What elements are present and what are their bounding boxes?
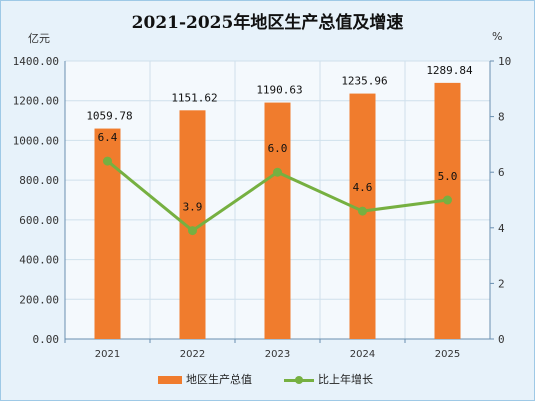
y-left-tick-label: 0.00 <box>33 333 60 346</box>
y-left-tick-label: 1200.00 <box>13 95 59 108</box>
bar <box>264 102 291 340</box>
y-left-tick-label: 600.00 <box>19 214 59 227</box>
legend-bar-label: 地区生产总值 <box>186 373 252 386</box>
right-axis-unit: % <box>492 30 503 43</box>
bar-value-label: 1059.78 <box>86 110 132 123</box>
legend-bar-swatch <box>158 376 182 384</box>
chart-title: 2021-2025年地区生产总值及增速 <box>131 13 404 33</box>
growth-value-label: 6.0 <box>268 142 288 155</box>
y-left-tick-label: 1400.00 <box>13 55 59 68</box>
y-right-tick-label: 6 <box>498 166 505 179</box>
bar <box>434 82 461 339</box>
legend-bar: 地区生产总值 <box>158 371 252 387</box>
y-left-tick-label: 400.00 <box>19 254 59 267</box>
y-right-tick-label: 0 <box>498 333 505 346</box>
bar-value-label: 1289.84 <box>426 64 473 77</box>
x-tick-label: 2024 <box>350 349 375 360</box>
bar-value-label: 1190.63 <box>256 84 302 97</box>
x-tick-label: 2025 <box>435 349 460 360</box>
growth-value-label: 4.6 <box>353 181 373 194</box>
growth-value-label: 5.0 <box>438 170 458 183</box>
x-tick-label: 2021 <box>95 349 120 360</box>
y-right-tick-label: 10 <box>498 55 511 68</box>
legend-line-label: 比上年增长 <box>318 373 373 386</box>
growth-point <box>188 226 197 236</box>
y-right-tick-label: 8 <box>498 111 505 124</box>
bar <box>349 93 376 339</box>
growth-point <box>103 156 112 166</box>
bar-value-label: 1235.96 <box>341 75 387 88</box>
x-tick-label: 2022 <box>180 349 205 360</box>
growth-value-label: 6.4 <box>98 131 118 144</box>
growth-point <box>358 206 367 216</box>
bar-value-label: 1151.62 <box>171 91 217 104</box>
left-axis-unit: 亿元 <box>28 32 50 45</box>
growth-value-label: 3.9 <box>183 201 203 214</box>
y-right-tick-label: 4 <box>498 222 505 235</box>
growth-point <box>443 195 452 205</box>
y-right-tick-label: 2 <box>498 277 505 290</box>
legend-line-marker <box>284 376 314 384</box>
y-left-tick-label: 200.00 <box>19 293 59 306</box>
y-left-tick-label: 1000.00 <box>13 134 59 147</box>
y-left-tick-label: 800.00 <box>19 174 59 187</box>
growth-point <box>273 167 282 177</box>
legend-line: 比上年增长 <box>284 371 373 387</box>
x-tick-label: 2023 <box>265 349 290 360</box>
